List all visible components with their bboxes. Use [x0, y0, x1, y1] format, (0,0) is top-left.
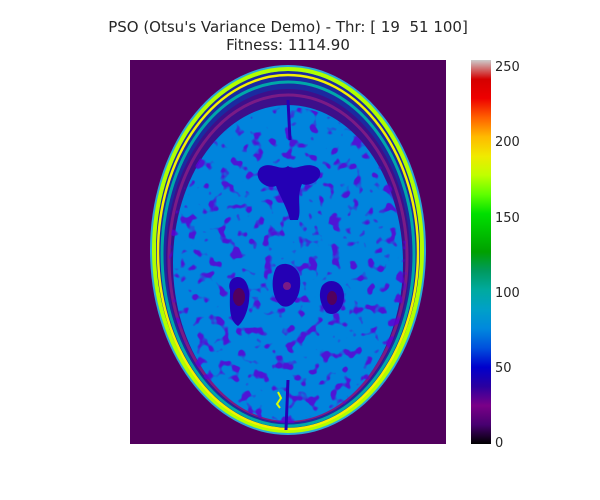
title-line-2: Fitness: 1114.90	[226, 36, 350, 54]
colorbar-tick-250: 250	[495, 60, 520, 75]
segmented-brain-image	[130, 60, 446, 444]
title-line-1: PSO (Otsu's Variance Demo) - Thr: [ 19 5…	[108, 18, 468, 36]
colorbar-tick-200: 200	[495, 135, 520, 150]
figure-title: PSO (Otsu's Variance Demo) - Thr: [ 19 5…	[0, 18, 576, 54]
colorbar-tick-50: 50	[495, 361, 512, 376]
yellow-skull-ring	[156, 73, 420, 431]
central-dark-structure	[257, 165, 321, 220]
colorbar-tick-100: 100	[495, 286, 520, 301]
colorbar-tick-0: 0	[495, 436, 504, 451]
left-ventricle-core	[233, 288, 245, 306]
colorbar	[471, 60, 491, 444]
teal-ring	[160, 80, 416, 428]
right-ventricle-core	[327, 291, 337, 305]
bright-skull-ring	[152, 67, 424, 433]
midline-fissure	[284, 99, 292, 431]
colorbar-gradient	[471, 60, 491, 444]
third-ventricle-core	[283, 282, 291, 290]
colorbar-tick-150: 150	[495, 211, 520, 226]
bright-spot	[275, 391, 283, 409]
